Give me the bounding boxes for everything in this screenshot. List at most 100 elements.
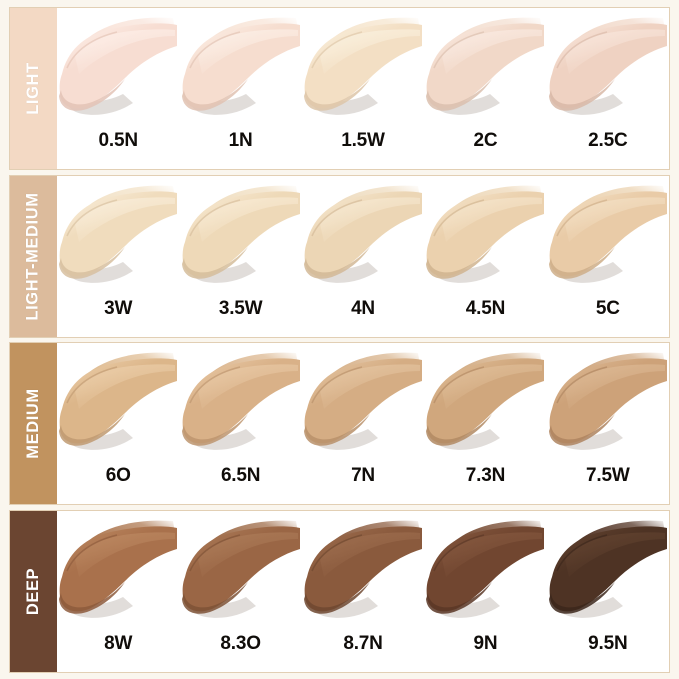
- swatch-area: 0.5N 1N 1.5W 2C 2.5C: [57, 8, 669, 169]
- shade-code-label: 1N: [228, 130, 253, 151]
- shade-code-label: 2C: [473, 130, 498, 151]
- foundation-smear: [176, 351, 300, 463]
- smear-edge-shadow: [548, 414, 615, 447]
- smear-ridge-line: [556, 31, 608, 69]
- shade-row-light: LIGHT 0.5N 1N 1.5W 2C 2.5C: [9, 7, 670, 170]
- shade-swatch-cell[interactable]: 7N: [302, 343, 424, 504]
- foundation-smear: [53, 519, 178, 631]
- shade-code-label: 4N: [351, 297, 375, 319]
- smear-edge-shadow: [304, 79, 371, 111]
- smear-graphic: [59, 17, 178, 115]
- shade-swatch-cell[interactable]: 3.5W: [179, 176, 301, 337]
- shade-code-label: 6.5N: [220, 465, 261, 487]
- shade-swatch-cell[interactable]: 6O: [57, 343, 179, 504]
- foundation-smear: [176, 184, 300, 296]
- smear-graphic: [304, 17, 423, 115]
- smear-graphic: [181, 17, 300, 115]
- shade-swatch-cell[interactable]: 4N: [302, 176, 424, 337]
- smear-graphic: [426, 17, 545, 115]
- shade-code-label: 8.3O: [220, 632, 261, 654]
- smear-graphic: [548, 185, 667, 283]
- shade-code-label: 2.5C: [588, 130, 628, 151]
- shade-code-label: 7.3N: [465, 465, 506, 487]
- smear-ridge-line: [556, 198, 608, 236]
- smear-gloss: [442, 29, 543, 74]
- smear-edge-shadow: [426, 414, 493, 447]
- smear-ridge-line: [66, 366, 118, 404]
- shade-swatch-cell[interactable]: 1.5W: [302, 8, 424, 169]
- smear-ridge-line: [311, 534, 363, 572]
- smear-graphic: [548, 17, 667, 115]
- smear-edge-shadow: [304, 246, 371, 279]
- smear-gloss: [442, 532, 543, 577]
- smear-gloss: [320, 364, 421, 410]
- foundation-smear: [298, 519, 423, 631]
- smear-ridge-line: [66, 31, 118, 69]
- smear-edge-shadow: [548, 581, 615, 614]
- shade-swatch-cell[interactable]: 7.5W: [547, 343, 669, 504]
- smear-gloss: [75, 196, 176, 242]
- smear-ridge-line: [433, 31, 485, 69]
- smear-gloss: [442, 196, 543, 242]
- category-label: LIGHT-MEDIUM: [24, 192, 42, 321]
- shade-code-label: 4.5N: [465, 297, 506, 319]
- shade-code-label: 3W: [104, 297, 133, 319]
- smear-ridge-line: [188, 534, 240, 572]
- smear-edge-shadow: [59, 581, 126, 614]
- shade-swatch-cell[interactable]: 8.7N: [302, 511, 424, 672]
- category-label: MEDIUM: [24, 388, 43, 460]
- shade-swatch-cell[interactable]: 2.5C: [547, 8, 669, 169]
- shade-swatch-cell[interactable]: 3W: [57, 176, 179, 337]
- category-label: DEEP: [24, 567, 42, 616]
- shade-swatch-cell[interactable]: 5C: [547, 176, 669, 337]
- smear-ridge-line: [311, 31, 363, 69]
- smear-edge-shadow: [426, 581, 493, 614]
- smear-ridge-line: [188, 198, 240, 236]
- shade-swatch-cell[interactable]: 8W: [57, 511, 179, 672]
- shade-code-label: 8.7N: [343, 632, 383, 654]
- smear-gloss: [442, 364, 543, 410]
- smear-gloss: [320, 532, 421, 577]
- foundation-smear: [420, 351, 545, 463]
- foundation-smear: [53, 16, 178, 128]
- foundation-smear: [298, 351, 423, 463]
- foundation-smear: [176, 16, 300, 128]
- smear-gloss: [197, 29, 298, 74]
- smear-edge-shadow: [59, 414, 126, 447]
- foundation-smear: [543, 16, 667, 128]
- shade-row-medium: MEDIUM 6O 6.5N 7N 7.3N 7.5W: [9, 342, 670, 506]
- shade-swatch-cell[interactable]: 4.5N: [424, 176, 546, 337]
- smear-ridge-line: [188, 366, 240, 404]
- shade-swatch-cell[interactable]: 1N: [179, 8, 301, 169]
- shade-code-label: 7.5W: [586, 465, 630, 487]
- shade-swatch-cell[interactable]: 6.5N: [179, 343, 301, 504]
- foundation-smear: [543, 351, 667, 463]
- foundation-smear: [420, 184, 545, 296]
- shade-code-label: 9.5N: [588, 632, 628, 654]
- smear-graphic: [181, 520, 300, 618]
- smear-ridge-line: [66, 198, 118, 236]
- shade-swatch-cell[interactable]: 0.5N: [57, 8, 179, 169]
- shade-row-light-medium: LIGHT-MEDIUM 3W 3.5W 4N 4.5N 5C: [9, 174, 670, 338]
- foundation-smear: [298, 16, 423, 128]
- shade-swatch-cell[interactable]: 8.3O: [179, 511, 301, 672]
- foundation-smear: [420, 519, 545, 631]
- shade-swatch-cell[interactable]: 2C: [424, 8, 546, 169]
- shade-code-label: 3.5W: [218, 297, 263, 319]
- smear-edge-shadow: [181, 79, 248, 111]
- shade-swatch-cell[interactable]: 9N: [424, 511, 546, 672]
- category-bar: MEDIUM: [10, 343, 57, 505]
- shade-swatch-cell[interactable]: 9.5N: [547, 511, 669, 672]
- shade-row-deep: DEEP 8W 8.3O 8.7N 9N 9.5N: [9, 509, 670, 673]
- smear-edge-shadow: [181, 414, 248, 447]
- shade-swatch-cell[interactable]: 7.3N: [424, 343, 546, 504]
- smear-ridge-line: [556, 366, 608, 404]
- foundation-smear: [298, 184, 423, 296]
- foundation-smear: [420, 16, 545, 128]
- smear-graphic: [181, 185, 300, 283]
- smear-ridge-line: [66, 534, 118, 572]
- smear-graphic: [426, 185, 545, 283]
- smear-ridge-line: [311, 366, 363, 404]
- smear-graphic: [59, 185, 178, 283]
- smear-ridge-line: [188, 31, 240, 69]
